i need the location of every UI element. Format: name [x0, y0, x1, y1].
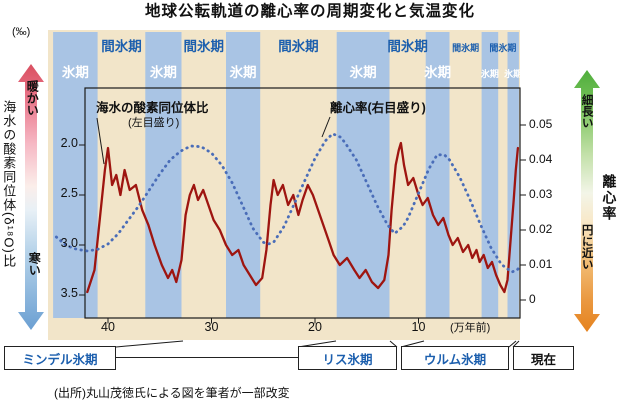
left-axis-label: 海水の酸素同位体(δ¹⁸O)比 — [1, 100, 17, 268]
eccentricity-leader-line — [321, 116, 331, 138]
glacial-period-label: 氷期 — [504, 69, 523, 79]
plot-frame — [84, 87, 521, 319]
glacial-band — [53, 32, 98, 318]
interglacial-period-label: 間氷期 — [452, 43, 480, 53]
glacial-band — [226, 32, 261, 318]
right-axis-tick: 0 — [529, 292, 536, 306]
eccentricity-curve — [54, 132, 522, 274]
left-axis-tick: 3.5 — [60, 286, 78, 300]
right-axis-tick: 0.02 — [529, 222, 553, 236]
interglacial-period-label: 間氷期 — [278, 39, 319, 54]
eccentricity-arrow-shape — [574, 70, 600, 332]
right-axis-tick: 0.04 — [529, 152, 553, 166]
interglacial-period-label: 間氷期 — [101, 39, 142, 54]
right-axis-tick: 0.01 — [529, 257, 553, 271]
right-axis-tick: 0.03 — [529, 187, 553, 201]
era-box-riss: リス氷期 — [298, 346, 397, 370]
era-box-present: 現在 — [513, 346, 574, 370]
right-axis-label: 離心率 — [601, 174, 618, 222]
right-axis-tick: 0.05 — [529, 117, 553, 131]
era-connector-line — [508, 340, 517, 348]
glacial-period-label: 氷期 — [229, 65, 257, 80]
circular-label: 円に近い — [580, 224, 593, 270]
glacial-band — [507, 32, 519, 318]
timeline-connector — [116, 357, 298, 358]
era-box-mindel: ミンデル氷期 — [4, 346, 116, 370]
left-axis-tick: 2.5 — [60, 186, 78, 200]
chart-title: 地球公転軌道の離心率の周期変化と気温変化 — [144, 3, 475, 20]
x-axis-tick: 40 — [101, 320, 115, 334]
x-axis-tick: 20 — [308, 320, 322, 334]
isotope-legend-sublabel: (左目盛り) — [128, 117, 180, 129]
left-axis-unit: (‰) — [12, 26, 31, 38]
glacial-band — [425, 32, 450, 318]
glacial-period-label: 氷期 — [480, 69, 499, 79]
glacial-period-label: 氷期 — [424, 65, 452, 80]
x-axis-unit: (万年前) — [450, 321, 491, 334]
temperature-scale-bar — [18, 64, 44, 330]
x-axis-tick: 30 — [204, 320, 219, 334]
glacial-band — [481, 32, 499, 318]
glacial-period-label: 氷期 — [149, 65, 177, 80]
isotope-leader-line — [96, 117, 105, 165]
cold-label: 寒い — [27, 252, 42, 276]
glacial-period-label: 氷期 — [349, 65, 377, 80]
left-axis-tick: 3.0 — [60, 236, 78, 250]
warm-label: 暖かい — [25, 80, 40, 116]
era-box-wurm: ウルム氷期 — [401, 346, 509, 370]
glacial-period-label: 氷期 — [61, 65, 89, 80]
left-axis-tick: 2.0 — [60, 136, 78, 150]
interglacial-period-label: 間氷期 — [183, 39, 224, 54]
isotope-curve — [86, 141, 520, 294]
eccentricity-scale-bar — [574, 70, 600, 332]
isotope-legend-label: 海水の酸素同位体比 — [96, 101, 209, 115]
source-note: (出所)丸山茂徳氏による図を筆者が一部改変 — [54, 386, 290, 400]
era-connector-line — [115, 340, 184, 348]
temperature-arrow-shape — [18, 64, 44, 330]
interglacial-period-label: 間氷期 — [489, 43, 517, 53]
interglacial-period-label: 間氷期 — [387, 39, 428, 54]
x-axis-tick: 10 — [411, 320, 426, 334]
eccentricity-legend-label: 離心率(右目盛り) — [330, 101, 426, 115]
elongated-label: 細長い — [580, 94, 593, 129]
